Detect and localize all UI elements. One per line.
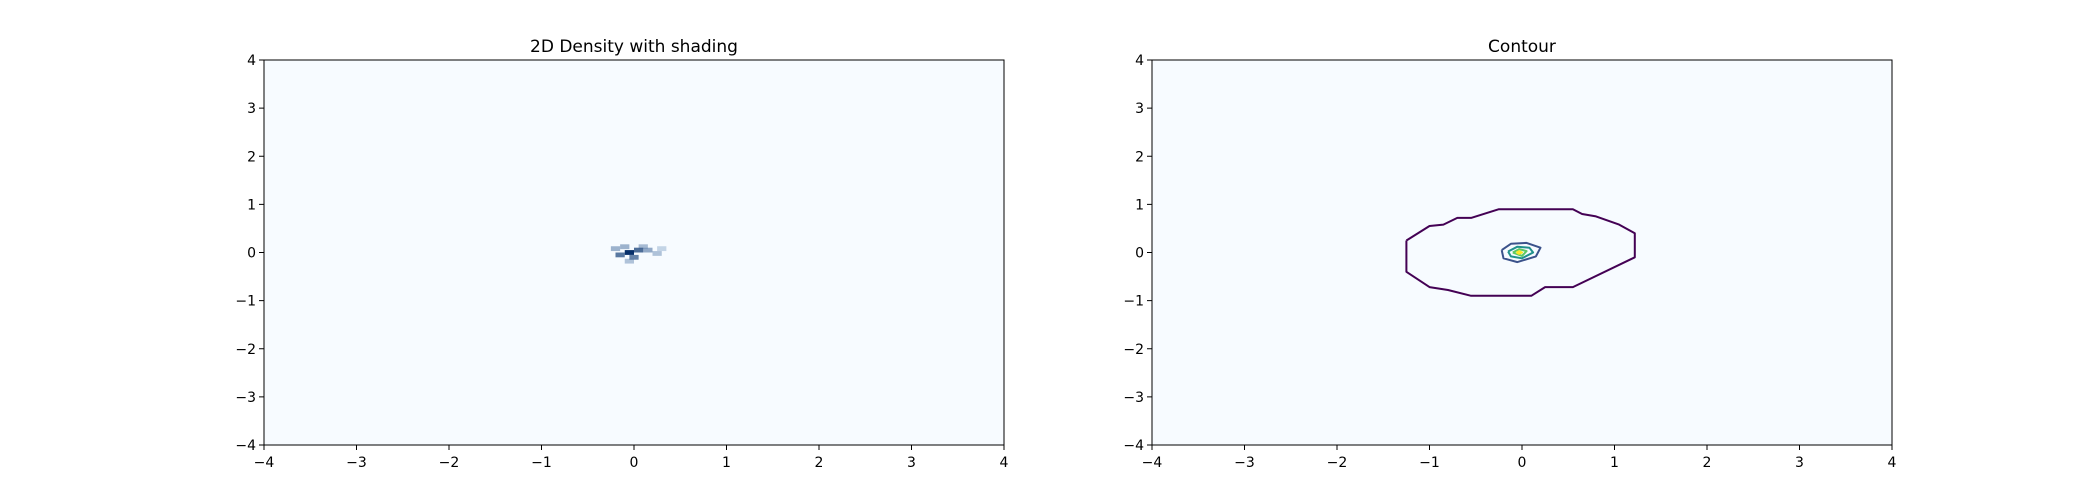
contour-x-tick-label: 2 [1703, 455, 1712, 471]
contour-line [1405, 208, 1636, 297]
density-cell [657, 246, 667, 252]
contour-y-tick-label: 0 [1135, 246, 1144, 262]
contour-chart: Contour −4 −3 −2 −1 0 1 2 3 4 −4 −3 −2 −1 0 1 2 3 4 [1123, 37, 1896, 471]
density-cell [638, 244, 648, 250]
contour-x-tick-label: 1 [1610, 455, 1619, 471]
density-x-tick-label: −3 [346, 455, 367, 471]
density-y-tick-label: 0 [247, 246, 256, 262]
density-cell [610, 246, 621, 252]
contour-chart-title: Contour [1488, 37, 1556, 57]
density-cell [624, 250, 634, 255]
density-x-tick-label: 1 [722, 455, 731, 471]
density-y-axis: −4 −3 −2 −1 0 1 2 3 4 [235, 53, 264, 454]
contour-y-tick-label: 3 [1135, 101, 1144, 117]
density-y-tick-label: 3 [247, 101, 256, 117]
contour-x-axis: −4 −3 −2 −1 0 1 2 3 4 [1142, 445, 1897, 471]
density-cell [629, 254, 639, 260]
contour-x-tick-label: 3 [1795, 455, 1804, 471]
contour-x-tick-label: −1 [1419, 455, 1440, 471]
density-y-tick-label: −3 [235, 390, 256, 406]
contour-line [1507, 245, 1535, 260]
contour-y-axis: −4 −3 −2 −1 0 1 2 3 4 [1123, 53, 1152, 454]
density-x-tick-label: 4 [1000, 455, 1009, 471]
contour-y-tick-label: −3 [1123, 390, 1144, 406]
density-x-tick-label: 0 [630, 455, 639, 471]
contour-y-tick-label: −2 [1123, 342, 1144, 358]
density-y-tick-label: −4 [235, 438, 256, 454]
density-x-axis: −4 −3 −2 −1 0 1 2 3 4 [254, 445, 1009, 471]
density-chart: 2D Density with shading −4 −3 −2 −1 0 1 2 3 4 −4… [235, 37, 1008, 471]
contour-y-tick-label: 2 [1135, 149, 1144, 165]
contour-y-tick-label: 4 [1135, 53, 1144, 69]
density-cell [643, 247, 653, 253]
contour-line [1516, 250, 1523, 255]
density-x-tick-label: 3 [907, 455, 916, 471]
density-cell [620, 244, 630, 250]
density-x-tick-label: 2 [815, 455, 824, 471]
density-x-tick-label: −2 [439, 455, 460, 471]
density-y-tick-label: 4 [247, 53, 256, 69]
density-x-tick-label: −1 [531, 455, 552, 471]
density-cell [634, 247, 644, 253]
contour-lines [1405, 208, 1636, 297]
density-y-tick-label: 1 [247, 197, 256, 213]
density-cell [652, 251, 662, 256]
density-cells [610, 244, 667, 264]
density-y-tick-label: −1 [235, 294, 256, 310]
contour-x-tick-label: 4 [1888, 455, 1897, 471]
density-y-tick-label: 2 [247, 149, 256, 165]
contour-x-tick-label: 0 [1518, 455, 1527, 471]
density-cell [624, 258, 634, 264]
contour-x-tick-label: −3 [1234, 455, 1255, 471]
contour-y-tick-label: 1 [1135, 197, 1144, 213]
contour-y-tick-label: −1 [1123, 294, 1144, 310]
density-cell [615, 252, 625, 258]
contour-x-tick-label: −4 [1142, 455, 1163, 471]
density-x-tick-label: −4 [254, 455, 275, 471]
contour-line [1500, 241, 1542, 264]
density-chart-title: 2D Density with shading [530, 37, 738, 57]
density-y-tick-label: −2 [235, 342, 256, 358]
contour-y-tick-label: −4 [1123, 438, 1144, 454]
contour-x-tick-label: −2 [1327, 455, 1348, 471]
